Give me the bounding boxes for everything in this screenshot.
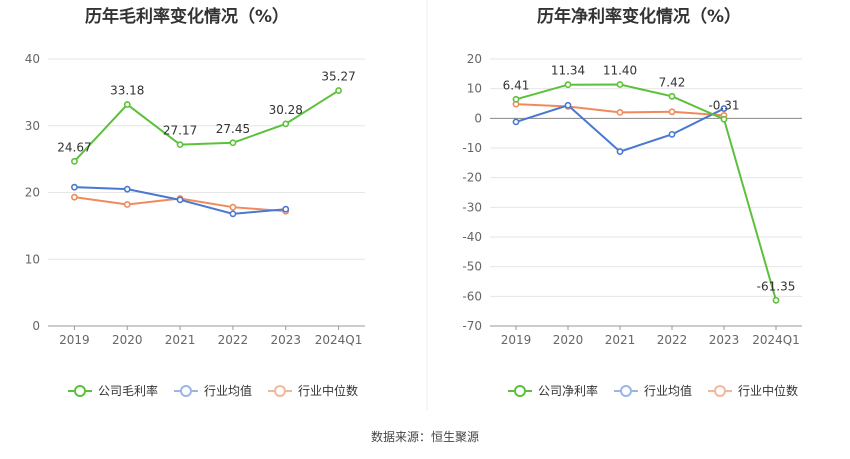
x-tick-label: 2023 [709, 333, 740, 347]
x-tick-label: 2023 [270, 333, 301, 347]
y-tick-label: -70 [462, 319, 482, 333]
legend-marker[interactable] [180, 385, 192, 397]
y-tick-label: 40 [25, 52, 40, 66]
x-tick-label: 2020 [112, 333, 143, 347]
series-point [71, 183, 78, 191]
series-line [73, 89, 340, 163]
series-point [229, 139, 237, 147]
data-label: 7.42 [659, 75, 686, 89]
series-line [515, 83, 777, 301]
legend-label[interactable]: 公司净利率 [538, 383, 598, 398]
chart-title: 历年毛利率变化情况（%） [85, 6, 289, 27]
data-label: 30.28 [269, 103, 303, 117]
series-point [123, 201, 131, 208]
data-label: 11.40 [603, 64, 637, 78]
legend-marker[interactable] [274, 385, 286, 397]
y-tick-label: -50 [462, 260, 482, 274]
series-point [720, 105, 728, 112]
series-point [512, 95, 520, 103]
series-point [564, 101, 572, 109]
legend-marker[interactable] [714, 385, 726, 397]
x-tick-label: 2019 [501, 333, 532, 347]
data-label: -61.35 [757, 279, 796, 293]
legend-marker[interactable] [74, 385, 86, 397]
legend-label[interactable]: 行业均值 [644, 383, 692, 398]
series-point [720, 115, 728, 123]
data-label: 27.17 [163, 124, 197, 138]
y-tick-label: -10 [462, 141, 482, 155]
series-point [176, 196, 184, 204]
legend-marker[interactable] [620, 385, 632, 397]
series-point [71, 193, 78, 201]
data-label: 35.27 [321, 70, 355, 84]
data-label: 33.18 [110, 84, 144, 98]
series-point [282, 205, 290, 213]
y-tick-label: 20 [467, 52, 482, 66]
x-tick-label: 2022 [657, 333, 688, 347]
y-tick-label: 10 [25, 252, 40, 266]
chart-title: 历年净利率变化情况（%） [537, 6, 741, 27]
x-tick-label: 2021 [605, 333, 636, 347]
series-point [668, 130, 676, 138]
series-point [71, 157, 78, 165]
series-point [229, 203, 237, 211]
series-point [616, 81, 624, 88]
x-tick-label: 2019 [59, 333, 90, 347]
y-tick-label: 30 [25, 119, 40, 133]
y-tick-label: 20 [25, 186, 40, 200]
data-label: 27.45 [216, 122, 250, 136]
series-point [772, 296, 780, 304]
y-tick-label: -20 [462, 171, 482, 185]
data-label: 24.67 [57, 140, 91, 154]
x-tick-label: 2020 [553, 333, 584, 347]
series-point [229, 210, 237, 218]
legend-label[interactable]: 行业中位数 [298, 383, 358, 398]
y-tick-label: 0 [474, 111, 482, 125]
y-tick-label: 10 [467, 82, 482, 96]
legend-marker[interactable] [514, 385, 526, 397]
source-note: 数据来源：恒生聚源 [370, 430, 479, 444]
series-point [616, 148, 624, 155]
series-point [123, 101, 131, 108]
x-tick-label: 2024Q1 [315, 333, 363, 347]
x-tick-label: 2024Q1 [752, 333, 800, 347]
y-tick-label: 0 [32, 319, 40, 333]
series-point [176, 141, 184, 149]
y-tick-label: -60 [462, 289, 482, 303]
y-tick-label: -40 [462, 230, 482, 244]
series-point [564, 81, 572, 89]
series-point [282, 120, 290, 128]
series-point [668, 92, 676, 100]
series-point [123, 185, 131, 193]
legend-label[interactable]: 行业均值 [204, 383, 252, 398]
y-tick-label: -30 [462, 200, 482, 214]
series-point [616, 109, 624, 116]
x-tick-label: 2022 [218, 333, 249, 347]
series-point [512, 118, 520, 126]
data-label: 11.34 [551, 64, 585, 78]
x-tick-label: 2021 [165, 333, 196, 347]
data-label: -0.31 [708, 98, 739, 112]
data-label: 6.41 [503, 78, 530, 92]
legend-label[interactable]: 行业中位数 [738, 383, 798, 398]
legend-label[interactable]: 公司毛利率 [98, 383, 158, 398]
series-point [335, 87, 342, 94]
series-point [668, 108, 676, 116]
